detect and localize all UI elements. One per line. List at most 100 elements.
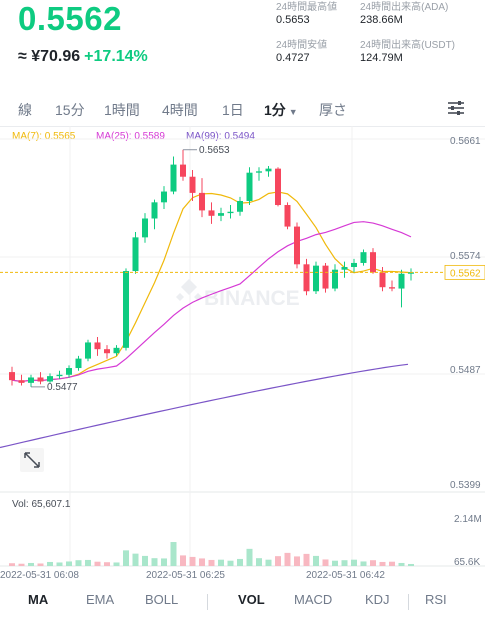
candle-body [94, 342, 101, 350]
volume-bar [227, 560, 234, 566]
volume-tick: 2.14M [454, 514, 482, 525]
stat-high-value: 0.5653 [276, 14, 310, 26]
candle-body [161, 191, 167, 203]
volume-bar [47, 561, 53, 566]
volume-bar [389, 561, 395, 566]
volume-bar [303, 553, 310, 566]
volume-bar [284, 552, 291, 566]
tab-4h[interactable]: 4時間 [162, 102, 198, 118]
watermark-text: BINANCE [204, 287, 300, 310]
volume-bar [332, 560, 338, 566]
stat-low-label: 24時間安値 [276, 40, 328, 51]
candle-body [389, 287, 395, 289]
volume-bar [322, 559, 329, 566]
last-price-tag: 0.5562 [450, 268, 481, 279]
tab-ma[interactable]: MA [28, 592, 49, 607]
fiat-value: ≈ ¥70.96 [18, 48, 81, 65]
volume-bar [398, 562, 405, 566]
stat-volume-usdt-label: 24時間出来高(USDT) [360, 40, 456, 51]
volume-bar [142, 555, 148, 566]
stat-volume-ada-value: 238.66M [360, 14, 403, 26]
volume-bar [246, 548, 253, 566]
indicator-settings-icon[interactable] [446, 99, 466, 122]
indicator-tabs: MA EMA BOLL VOL MACD KDJ RSI [0, 586, 485, 616]
caret-down-icon: ▼ [288, 107, 298, 117]
candle-body [180, 164, 186, 177]
volume-bar [408, 563, 414, 566]
tab-1m-label: 1分 [264, 102, 286, 118]
divider [408, 594, 409, 610]
candle-body [28, 377, 34, 383]
candlestick-chart[interactable]: BINANCE 0.5653 0.5477 0.5661 0.5574 0.548… [0, 0, 485, 585]
candle-body [408, 272, 414, 274]
time-tick: 2022-05-31 06:42 [306, 570, 385, 581]
tab-macd[interactable]: MACD [294, 592, 333, 607]
candle-body [218, 213, 224, 216]
price-change-percent: +17.14% [84, 48, 148, 65]
candle-body [9, 372, 15, 381]
stat-low-value: 0.4727 [276, 52, 310, 64]
volume-bar [256, 558, 262, 566]
ma25-legend: MA(25): 0.5589 [96, 131, 165, 142]
volume-bar [75, 560, 82, 566]
watermark: BINANCE [176, 279, 300, 310]
candle-body [199, 192, 205, 211]
last-price-marker[interactable] [444, 264, 485, 280]
volume-bar [294, 556, 300, 566]
candle-body [75, 358, 82, 369]
ma7-legend: MA(7): 0.5565 [12, 131, 76, 142]
volume-bar [180, 555, 186, 566]
volume-bar [275, 556, 281, 566]
candle-body [303, 264, 310, 292]
ma99-legend: MA(99): 0.5494 [186, 131, 255, 142]
tab-kdj[interactable]: KDJ [365, 592, 390, 607]
fiat-price: ≈ ¥70.96 +17.14% [18, 48, 148, 66]
volume-bar [37, 563, 44, 566]
candle-body [85, 342, 91, 359]
candle-body [275, 168, 281, 206]
volume-label: Vol: 65,607.1 [12, 499, 71, 510]
candle-body [104, 349, 110, 354]
volume-bar [56, 562, 63, 566]
candle-body [237, 200, 243, 212]
tab-boll[interactable]: BOLL [145, 592, 179, 607]
tab-15m[interactable]: 15分 [55, 102, 85, 118]
candle-body [37, 377, 44, 382]
tab-1h[interactable]: 1時間 [104, 102, 140, 118]
volume-bar [379, 561, 386, 566]
candle-body [322, 265, 329, 289]
volume-bar [237, 558, 243, 566]
volume-bar [9, 563, 15, 566]
volume-bar [265, 559, 272, 566]
high-marker-label: 0.5653 [199, 145, 230, 156]
price-axis: 0.5661 0.5574 0.5487 0.5399 [450, 136, 481, 491]
tab-1m-dropdown[interactable]: 1分 ▼ [264, 100, 298, 120]
ma25-line [11, 221, 412, 383]
price-tick: 0.5487 [450, 365, 481, 376]
candle-body [208, 210, 215, 216]
candle-body [379, 272, 386, 288]
tab-ema[interactable]: EMA [86, 592, 115, 607]
volume-bar [189, 556, 196, 566]
candle-body [284, 205, 291, 227]
volume-bar [170, 542, 177, 566]
price-tick: 0.5574 [450, 251, 481, 262]
candle-body [170, 164, 177, 192]
candle-body [332, 269, 338, 289]
candle-body [265, 168, 272, 172]
tab-vol[interactable]: VOL [238, 592, 265, 607]
tab-line[interactable]: 線 [18, 102, 32, 118]
volume-bar [360, 561, 367, 566]
annotations: 0.5653 0.5477 [31, 145, 230, 393]
candle-body [66, 368, 72, 375]
expand-icon[interactable] [20, 448, 44, 472]
tab-rsi[interactable]: RSI [425, 592, 447, 607]
volume-bar [199, 558, 205, 566]
tab-depth[interactable]: 厚さ [319, 102, 347, 118]
volume-bar [208, 559, 215, 566]
tab-1d[interactable]: 1日 [222, 102, 244, 118]
volume-bar [85, 559, 91, 566]
low-marker-label: 0.5477 [47, 382, 78, 393]
volume-bar [351, 559, 357, 566]
volume-bar [370, 560, 376, 566]
